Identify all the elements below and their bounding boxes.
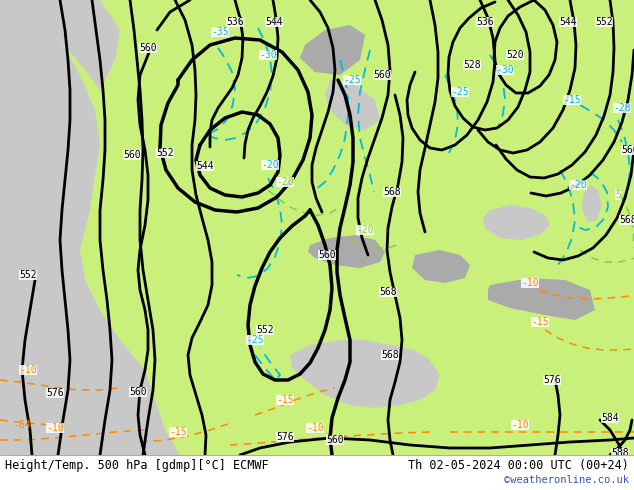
Polygon shape: [582, 185, 602, 222]
Text: 588: 588: [611, 448, 629, 458]
Text: 584: 584: [601, 413, 619, 423]
Text: 568: 568: [619, 215, 634, 225]
Text: -25: -25: [451, 87, 469, 97]
Text: -10: -10: [19, 365, 37, 375]
Text: 560: 560: [326, 435, 344, 445]
Polygon shape: [0, 0, 120, 90]
Text: ©weatheronline.co.uk: ©weatheronline.co.uk: [504, 475, 629, 485]
Polygon shape: [325, 80, 380, 130]
Text: Height/Temp. 500 hPa [gdmp][°C] ECMWF: Height/Temp. 500 hPa [gdmp][°C] ECMWF: [5, 459, 269, 471]
Text: 552: 552: [19, 270, 37, 280]
Text: Th 02-05-2024 00:00 UTC (00+24): Th 02-05-2024 00:00 UTC (00+24): [408, 459, 629, 471]
Polygon shape: [483, 205, 550, 240]
Text: -25: -25: [246, 335, 264, 345]
Text: -28: -28: [613, 103, 631, 113]
Text: 560: 560: [373, 70, 391, 80]
Text: -30: -30: [259, 50, 277, 60]
Text: 568: 568: [383, 187, 401, 197]
Polygon shape: [300, 25, 365, 75]
Text: -10: -10: [46, 423, 64, 433]
Text: -15: -15: [563, 95, 581, 105]
Text: 560: 560: [123, 150, 141, 160]
Polygon shape: [290, 340, 440, 408]
Bar: [0, 455, 634, 490]
Text: 560: 560: [318, 250, 336, 260]
Text: -10: -10: [511, 420, 529, 430]
Text: 560: 560: [139, 43, 157, 53]
Text: -25: -25: [343, 75, 361, 85]
Text: 552: 552: [595, 17, 613, 27]
Polygon shape: [488, 278, 595, 320]
Text: 552: 552: [156, 148, 174, 158]
Text: -10: -10: [306, 423, 324, 433]
Text: 576: 576: [276, 432, 294, 442]
Text: 568: 568: [379, 287, 397, 297]
Text: -35: -35: [211, 27, 229, 37]
Text: 544: 544: [196, 161, 214, 171]
Text: 576: 576: [543, 375, 561, 385]
Text: -20: -20: [356, 225, 374, 235]
Text: -10: -10: [521, 278, 539, 288]
Text: 520: 520: [506, 50, 524, 60]
Text: -20: -20: [569, 180, 587, 190]
Text: -84: -84: [13, 420, 31, 430]
Text: 528: 528: [463, 60, 481, 70]
Text: 560: 560: [621, 145, 634, 155]
Polygon shape: [308, 235, 385, 268]
Text: 576: 576: [46, 388, 64, 398]
Text: -15: -15: [276, 395, 294, 405]
Text: 5: 5: [615, 190, 621, 200]
Polygon shape: [412, 250, 470, 283]
Text: 536: 536: [226, 17, 244, 27]
Text: 552: 552: [256, 325, 274, 335]
Text: 544: 544: [265, 17, 283, 27]
Ellipse shape: [144, 208, 166, 222]
Text: -15: -15: [169, 427, 187, 437]
Text: 536: 536: [476, 17, 494, 27]
Text: -20: -20: [261, 160, 279, 170]
Text: -30: -30: [496, 65, 514, 75]
Text: 544: 544: [559, 17, 577, 27]
Text: 568: 568: [381, 350, 399, 360]
Text: 560: 560: [129, 387, 147, 397]
Text: -15: -15: [531, 317, 549, 327]
Text: -20: -20: [276, 177, 294, 187]
Polygon shape: [0, 0, 180, 455]
